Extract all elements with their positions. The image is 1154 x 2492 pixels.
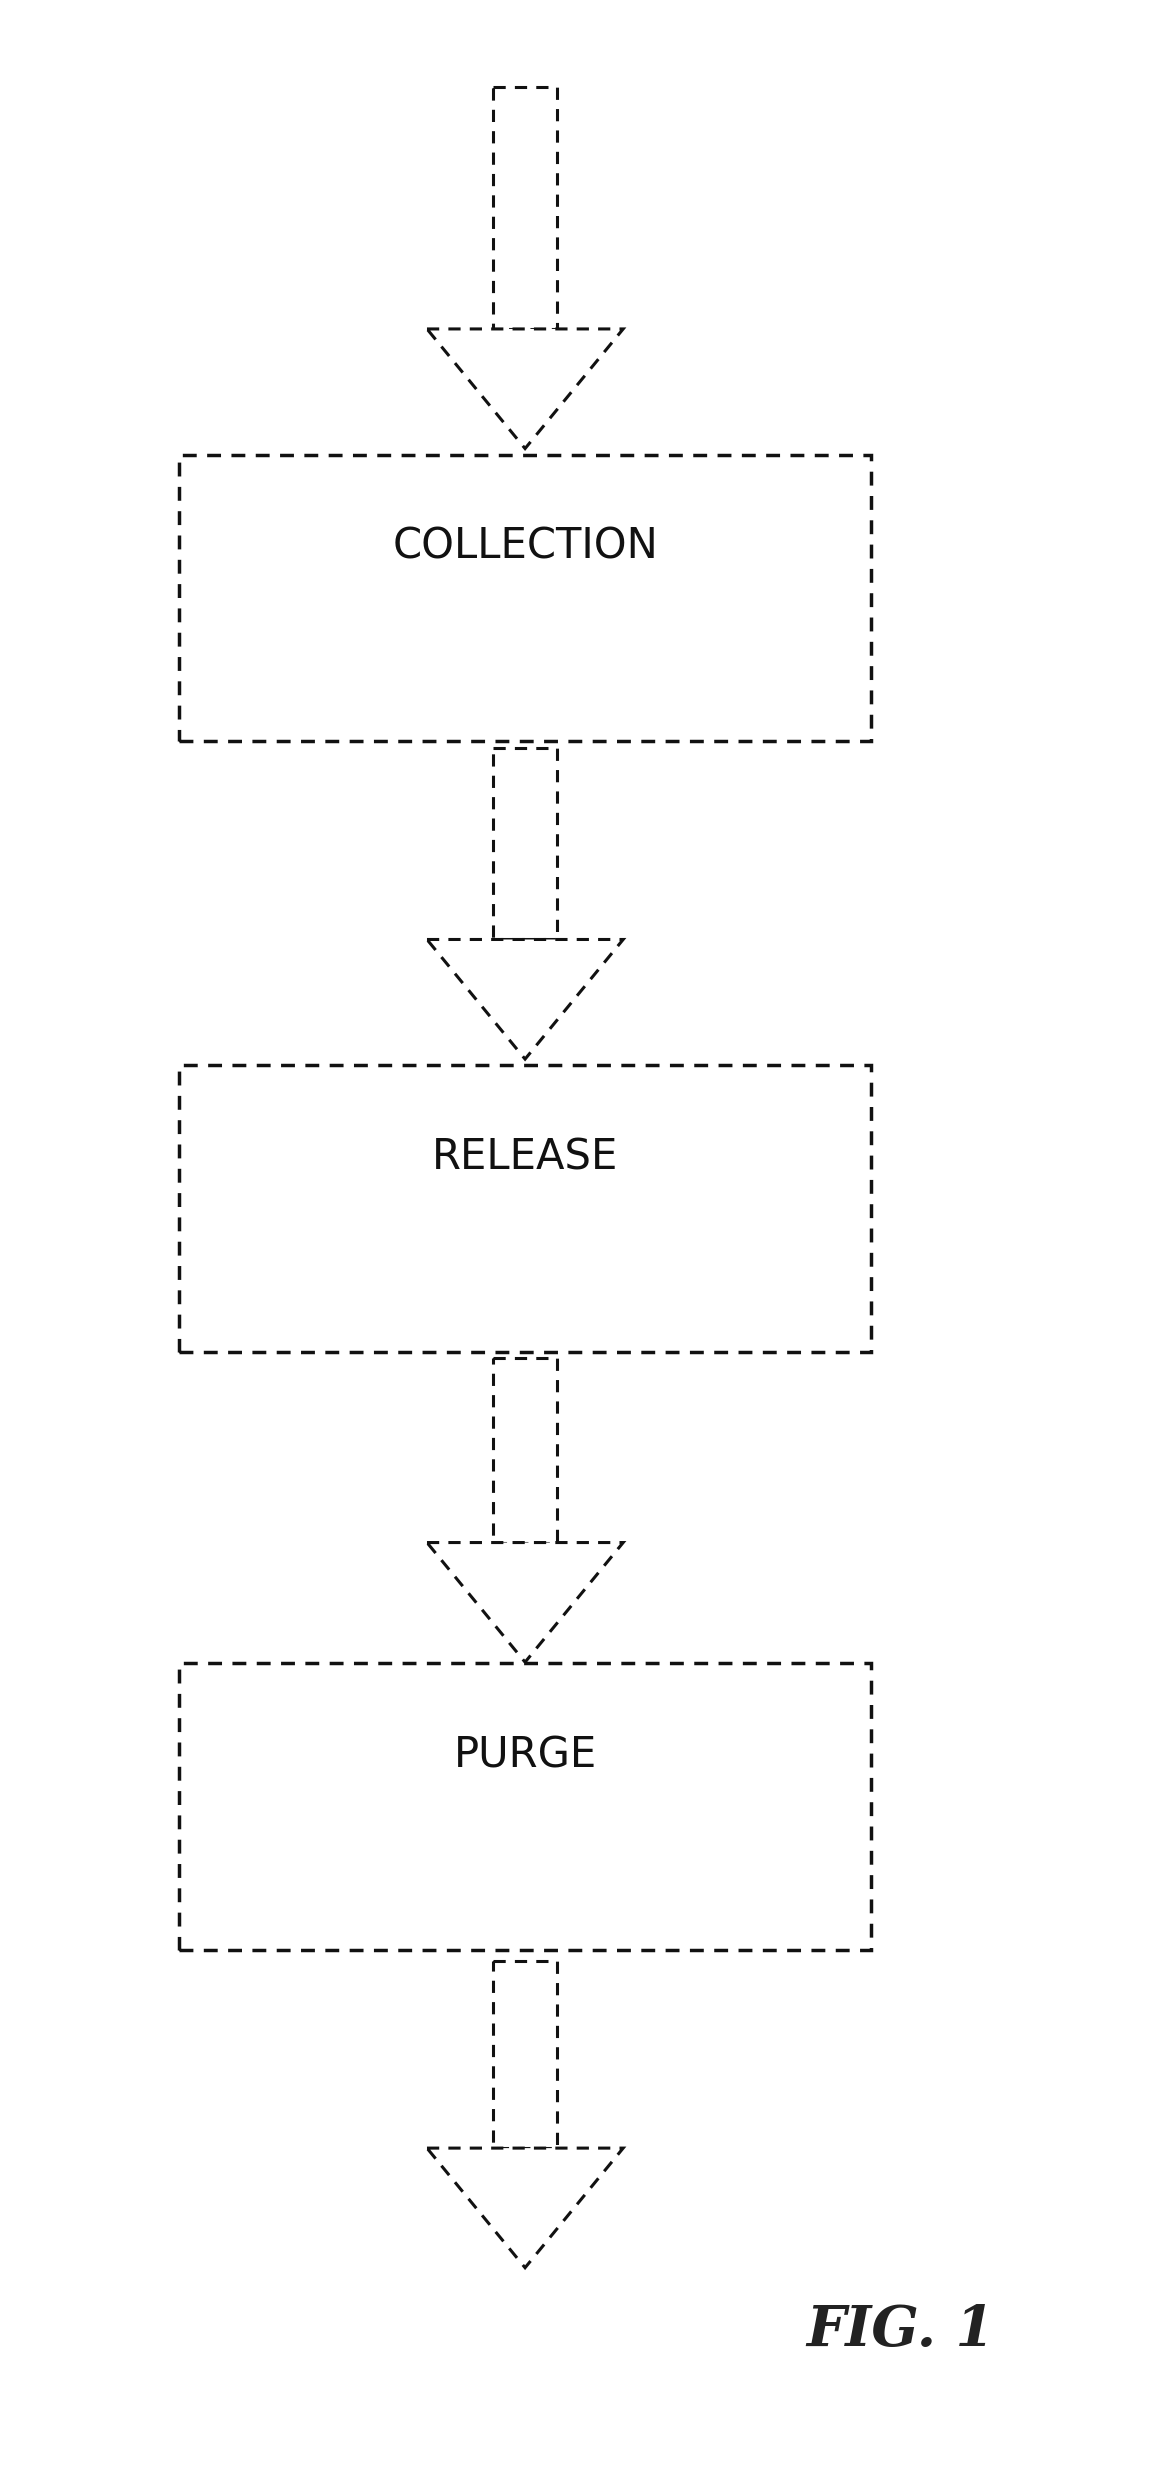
Polygon shape [427, 2148, 623, 2268]
Text: PURGE: PURGE [454, 1734, 597, 1777]
Polygon shape [493, 87, 557, 329]
FancyBboxPatch shape [179, 1665, 871, 1949]
Polygon shape [493, 1358, 557, 1543]
Polygon shape [427, 939, 623, 1059]
Polygon shape [493, 748, 557, 939]
Text: COLLECTION: COLLECTION [392, 526, 658, 568]
Text: RELEASE: RELEASE [432, 1136, 619, 1179]
FancyBboxPatch shape [179, 454, 871, 743]
Polygon shape [493, 1961, 557, 2148]
FancyBboxPatch shape [179, 1067, 871, 1351]
Polygon shape [427, 1543, 623, 1662]
Text: FIG. 1: FIG. 1 [805, 2303, 995, 2357]
Polygon shape [427, 329, 623, 449]
